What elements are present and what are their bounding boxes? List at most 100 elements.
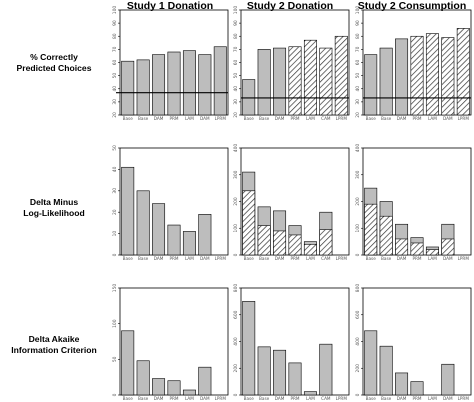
- bar-dam: [395, 38, 409, 116]
- bar-hatched-portion-lam: [425, 249, 439, 256]
- y-tick-label: 60: [355, 60, 361, 66]
- category-label: PRM: [290, 396, 299, 401]
- bar-prm: [167, 380, 181, 396]
- y-tick-label: 0: [355, 253, 361, 256]
- panel-r2c3: 0 100 200 300 400 Base Base DAM PRM LAM DAM LPRM: [355, 144, 472, 261]
- bar-dam: [441, 363, 455, 396]
- category-label: LPRM: [336, 116, 348, 121]
- category-label: DAM: [443, 116, 453, 121]
- bar-dam: [198, 214, 212, 256]
- category-label: DAM: [200, 116, 210, 121]
- category-label: LPRM: [458, 116, 470, 121]
- bar-dam: [273, 349, 287, 396]
- bar-prm: [288, 362, 302, 396]
- category-label: Base: [259, 116, 270, 121]
- column-title-study1-donation: Study 1 Donation: [127, 0, 213, 12]
- y-tick-label: 0: [112, 393, 118, 396]
- y-tick-label: 60: [233, 60, 239, 66]
- panel-frame: [362, 287, 472, 396]
- category-label: PRM: [412, 256, 421, 261]
- y-tick-label: 90: [355, 20, 361, 26]
- bar-prm: [167, 224, 181, 256]
- bar-base: [379, 47, 393, 116]
- y-tick-label: 100: [112, 319, 118, 328]
- y-tick-label: 10: [112, 231, 118, 237]
- category-label: Base: [366, 116, 377, 121]
- category-label: DAM: [275, 256, 285, 261]
- bar-lam: [425, 33, 439, 116]
- category-label: LAM: [428, 116, 437, 121]
- bar-hatched-portion-dam: [441, 238, 455, 256]
- bar-hatched-portion-prm: [288, 234, 302, 256]
- category-label: PRM: [169, 256, 178, 261]
- bar-lprm: [334, 35, 348, 116]
- category-label: LAM: [185, 116, 194, 121]
- category-label: DAM: [275, 396, 285, 401]
- bar-lam: [182, 50, 196, 116]
- category-label: LPRM: [215, 256, 227, 261]
- y-tick-label: 100: [355, 224, 361, 233]
- y-tick-label: 50: [112, 356, 118, 362]
- y-tick-label: 0: [112, 253, 118, 256]
- category-label: PRM: [412, 396, 421, 401]
- category-label: DAM: [154, 116, 164, 121]
- y-tick-label: 70: [112, 46, 118, 52]
- bar-lam: [303, 39, 317, 116]
- y-tick-label: 20: [112, 112, 118, 118]
- row2-label-line2: Log-Likelihood: [23, 208, 85, 218]
- y-tick-label: 50: [112, 73, 118, 79]
- category-label: Base: [244, 256, 255, 261]
- y-tick-label: 40: [233, 86, 239, 92]
- bar-lprm: [213, 46, 227, 116]
- y-tick-label: 90: [233, 20, 239, 26]
- y-tick-label: 40: [112, 86, 118, 92]
- y-tick-label: 0: [233, 253, 239, 256]
- y-tick-label: 30: [355, 99, 361, 105]
- panel-r3c1: 0 50 100 150 Base Base DAM PRM LAM DAM LPRM: [112, 284, 229, 401]
- y-tick-label: 400: [233, 144, 239, 153]
- y-tick-label: 80: [233, 33, 239, 39]
- y-tick-label: 80: [112, 33, 118, 39]
- category-label: DAM: [200, 396, 210, 401]
- bar-base: [379, 345, 393, 396]
- category-label: DAM: [397, 396, 407, 401]
- y-tick-label: 150: [112, 284, 118, 293]
- bar-base: [136, 360, 150, 396]
- category-label: LAM: [306, 256, 315, 261]
- bar-prm: [410, 381, 424, 396]
- category-label: LAM: [306, 116, 315, 121]
- bar-base: [242, 301, 256, 396]
- bar-hatched-portion-dam: [395, 238, 409, 256]
- bar-hatched-portion-base: [364, 203, 378, 256]
- bar-base: [121, 166, 135, 256]
- category-label: Base: [138, 116, 149, 121]
- y-tick-label: 200: [355, 197, 361, 206]
- y-tick-label: 600: [233, 310, 239, 319]
- category-label: LAM: [428, 256, 437, 261]
- y-tick-label: 70: [233, 46, 239, 52]
- category-label: PRM: [290, 116, 299, 121]
- category-label: DAM: [275, 116, 285, 121]
- row1-label-line2: Predicted Choices: [17, 63, 92, 73]
- category-label: Base: [138, 256, 149, 261]
- category-label: LPRM: [336, 396, 348, 401]
- y-tick-label: 30: [112, 99, 118, 105]
- bar-base: [257, 49, 271, 116]
- y-tick-label: 0: [233, 393, 239, 396]
- bar-dam: [152, 54, 166, 116]
- bar-dam: [152, 378, 166, 396]
- y-tick-label: 60: [112, 60, 118, 66]
- y-tick-label: 400: [355, 337, 361, 346]
- row3-label-line1: Delta Akaike: [29, 334, 80, 344]
- bar-base: [242, 79, 256, 116]
- panel-r1c2: 20 30 40 50 60 70 80 90 100 Base Base DAM PRM LAM CAM L…: [233, 6, 350, 121]
- category-label: LAM: [185, 256, 194, 261]
- bar-hatched-portion-base: [379, 215, 393, 256]
- y-tick-label: 50: [112, 145, 118, 151]
- category-label: DAM: [397, 256, 407, 261]
- panel-r2c1: 0 10 20 30 40 50 Base Base DAM PRM LAM DAM LPRM: [112, 145, 229, 261]
- category-label: DAM: [200, 256, 210, 261]
- bar-lprm: [456, 28, 470, 116]
- bar-base: [364, 330, 378, 396]
